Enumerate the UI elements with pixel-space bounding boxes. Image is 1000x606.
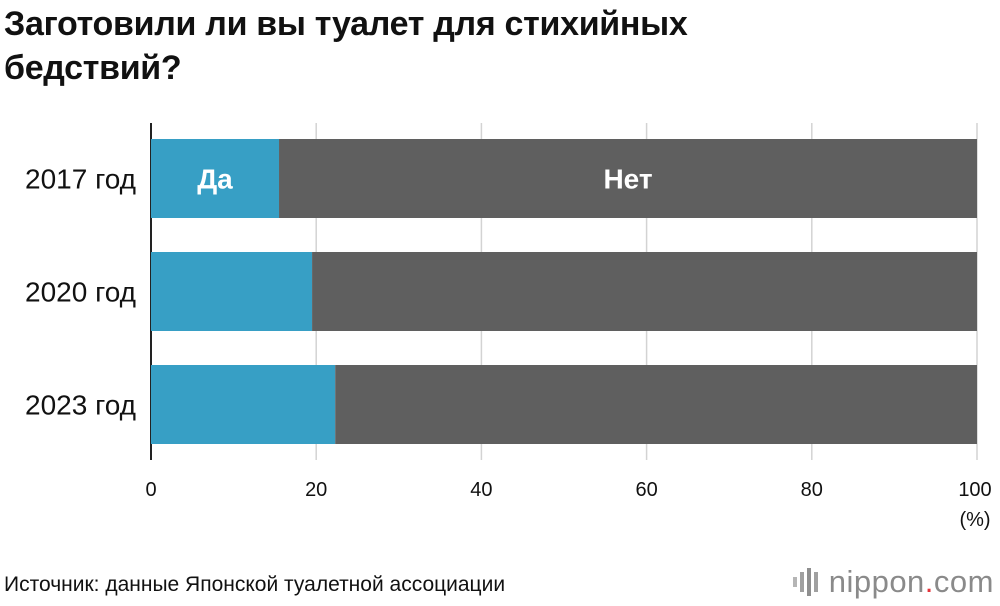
x-tick-label: 80: [801, 479, 823, 501]
category-label: 2020 год: [25, 277, 136, 308]
bar-segment-yes: [151, 139, 280, 218]
source-note: Источник: данные Японской туалетной ассо…: [4, 573, 506, 596]
bar-segment-yes: [151, 252, 313, 331]
logo-name: nippon: [828, 564, 925, 599]
x-tick-label: 40: [470, 479, 492, 501]
series-label: Да: [197, 164, 233, 195]
nippon-logo: nippon.com: [792, 564, 994, 600]
series-label: Нет: [603, 164, 652, 195]
x-unit-label: (%): [959, 509, 990, 531]
logo-tld: com: [933, 564, 994, 599]
bars: [151, 139, 977, 444]
bar-segment-no: [335, 365, 977, 444]
chart-title: Заготовили ли вы туалет для стихийных бе…: [4, 5, 688, 87]
logo-bars-icon: [792, 568, 818, 596]
bar-segment-no: [279, 139, 977, 218]
x-tick-label: 20: [305, 479, 327, 501]
labels: 0 20 40 60 80 100 (%) Да Нет 2017 год 2020 год 2023…: [25, 164, 992, 532]
x-tick-label: 0: [145, 479, 156, 501]
x-tick-label: 100: [958, 479, 991, 501]
logo-wordmark: nippon.com: [829, 564, 994, 600]
bar-segment-yes: [151, 365, 336, 444]
bar-segment-no: [312, 252, 977, 331]
category-label: 2017 год: [25, 164, 136, 195]
category-label: 2023 год: [25, 390, 136, 421]
x-tick-label: 60: [635, 479, 657, 501]
logo-dot: .: [924, 564, 934, 599]
